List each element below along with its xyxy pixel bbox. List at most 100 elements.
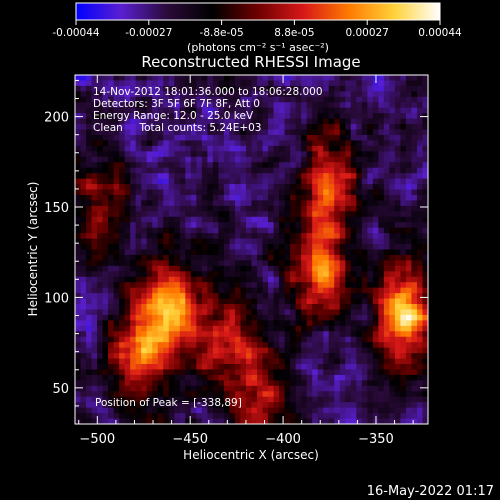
heatmap-cell bbox=[80, 113, 87, 120]
heatmap-cell bbox=[97, 102, 104, 109]
heatmap-cell bbox=[400, 282, 407, 289]
heatmap-cell bbox=[383, 134, 390, 142]
heatmap-cell bbox=[207, 304, 214, 311]
heatmap-cell bbox=[273, 418, 280, 424]
heatmap-cell bbox=[91, 134, 98, 142]
heatmap-cell bbox=[361, 156, 368, 163]
heatmap-cell bbox=[312, 107, 319, 114]
heatmap-cell bbox=[174, 134, 181, 142]
heatmap-cell bbox=[301, 402, 308, 409]
heatmap-cell bbox=[290, 353, 297, 360]
heatmap-cell bbox=[306, 331, 313, 338]
heatmap-cell bbox=[240, 80, 247, 87]
heatmap-cell bbox=[179, 167, 186, 174]
heatmap-cell bbox=[339, 282, 346, 289]
heatmap-cell bbox=[251, 211, 258, 218]
heatmap-cell bbox=[152, 167, 159, 174]
heatmap-cell bbox=[257, 347, 264, 354]
heatmap-cell bbox=[284, 298, 291, 305]
heatmap-cell bbox=[405, 282, 413, 289]
heatmap-cell bbox=[146, 418, 153, 424]
heatmap-cell bbox=[317, 347, 324, 354]
heatmap-cell bbox=[361, 244, 368, 251]
heatmap-cell bbox=[383, 407, 390, 414]
heatmap-cell bbox=[350, 298, 357, 305]
heatmap-cell bbox=[367, 211, 374, 218]
heatmap-cell bbox=[284, 113, 291, 120]
heatmap-cell bbox=[91, 391, 98, 398]
heatmap-cell bbox=[80, 244, 87, 251]
heatmap-cell bbox=[268, 178, 275, 185]
heatmap-cell bbox=[80, 129, 87, 136]
heatmap-cell bbox=[284, 276, 291, 283]
heatmap-cell bbox=[251, 233, 258, 240]
heatmap-cell bbox=[245, 358, 253, 365]
heatmap-cell bbox=[301, 331, 308, 338]
heatmap-cell bbox=[185, 102, 192, 109]
heatmap-cell bbox=[416, 331, 424, 338]
heatmap-cell bbox=[383, 216, 390, 223]
heatmap-cell bbox=[119, 211, 126, 218]
heatmap-cell bbox=[174, 238, 181, 245]
heatmap-cell bbox=[323, 314, 330, 321]
heatmap-cell bbox=[295, 260, 302, 267]
heatmap-cell bbox=[367, 320, 374, 327]
heatmap-cell bbox=[218, 369, 225, 376]
heatmap-cell bbox=[135, 238, 142, 245]
heatmap-cell bbox=[229, 216, 236, 223]
heatmap-cell bbox=[251, 413, 258, 420]
heatmap-cell bbox=[350, 145, 357, 152]
heatmap-cell bbox=[273, 374, 280, 381]
heatmap-cell bbox=[251, 385, 258, 392]
heatmap-cell bbox=[378, 173, 385, 180]
heatmap-cell bbox=[389, 129, 396, 136]
heatmap-cell bbox=[273, 320, 280, 327]
heatmap-cell bbox=[179, 102, 186, 109]
heatmap-cell bbox=[301, 227, 308, 234]
heatmap-cell bbox=[234, 156, 242, 163]
heatmap-cell bbox=[135, 151, 142, 158]
heatmap-cell bbox=[306, 407, 313, 414]
heatmap-cell bbox=[135, 96, 142, 103]
heatmap-cell bbox=[157, 129, 164, 136]
heatmap-cell bbox=[91, 194, 98, 202]
heatmap-cell bbox=[372, 211, 379, 218]
heatmap-cell bbox=[223, 309, 231, 316]
heatmap-cell bbox=[372, 244, 379, 251]
heatmap-cell bbox=[102, 260, 109, 267]
heatmap-cell bbox=[257, 173, 264, 180]
heatmap-cell bbox=[356, 156, 363, 163]
heatmap-cell bbox=[284, 244, 291, 251]
heatmap-cell bbox=[152, 140, 159, 147]
heatmap-cell bbox=[328, 298, 335, 305]
heatmap-cell bbox=[102, 347, 109, 354]
heatmap-cell bbox=[383, 385, 390, 392]
heatmap-cell bbox=[124, 336, 131, 343]
heatmap-cell bbox=[80, 222, 87, 229]
heatmap-cell bbox=[301, 118, 308, 125]
heatmap-cell bbox=[345, 91, 352, 98]
heatmap-cell bbox=[157, 325, 164, 332]
heatmap-cell bbox=[356, 254, 363, 261]
heatmap-cell bbox=[394, 396, 402, 403]
heatmap-cell bbox=[350, 304, 357, 311]
heatmap-cell bbox=[207, 418, 214, 424]
heatmap-cell bbox=[323, 249, 330, 256]
heatmap-cell bbox=[168, 391, 175, 398]
heatmap-cell bbox=[157, 407, 164, 414]
heatmap-cell bbox=[306, 200, 313, 207]
heatmap-cell bbox=[394, 200, 402, 207]
heatmap-cell bbox=[306, 113, 313, 120]
heatmap-cell bbox=[273, 173, 280, 180]
heatmap-cell bbox=[383, 91, 390, 98]
heatmap-cell bbox=[372, 118, 379, 125]
heatmap-cell bbox=[389, 227, 396, 234]
heatmap-cell bbox=[405, 271, 413, 278]
heatmap-cell bbox=[163, 276, 170, 283]
heatmap-cell bbox=[301, 102, 308, 109]
heatmap-cell bbox=[356, 238, 363, 245]
heatmap-cell bbox=[372, 205, 379, 212]
heatmap-cell bbox=[240, 205, 247, 212]
heatmap-cell bbox=[152, 385, 159, 392]
heatmap-cell bbox=[245, 402, 253, 409]
